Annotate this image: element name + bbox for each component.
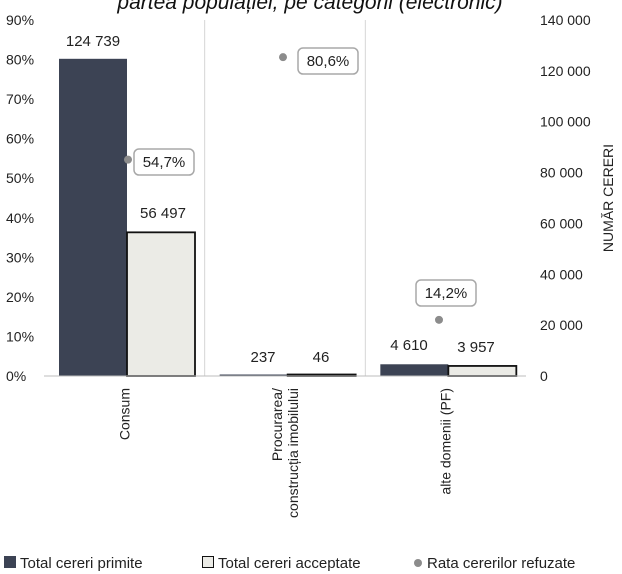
left-axis-tick-label: 50%	[6, 170, 34, 186]
rate-label-box	[133, 148, 195, 176]
legend-label: Total cereri acceptate	[218, 555, 361, 572]
bar-data-label: 56 497	[140, 205, 186, 222]
rate-label: 80,6%	[307, 53, 350, 70]
left-axis-tick-label: 70%	[6, 91, 34, 107]
right-axis-tick-label: 0	[540, 368, 548, 384]
right-axis-tick-label: 100 000	[540, 114, 591, 130]
chart-title: partea populației, pe categorii (electro…	[117, 0, 503, 14]
rate-label: 14,2%	[425, 285, 468, 302]
left-axis-tick-label: 90%	[6, 12, 34, 28]
bar-data-label: 237	[250, 349, 275, 366]
left-axis-tick-label: 30%	[6, 249, 34, 265]
bar-primite	[219, 374, 288, 376]
bar-data-label: 124 739	[66, 33, 120, 50]
left-axis-tick-label: 80%	[6, 52, 34, 68]
left-axis-tick-label: 0%	[6, 368, 26, 384]
bar-data-label: 3 957	[457, 339, 495, 356]
rate-point	[279, 53, 287, 62]
right-axis-title: NUMĂR CERERI	[600, 144, 616, 252]
chart-legend: Total cereri primite Total cereri accepta…	[4, 552, 620, 574]
legend-swatch	[202, 556, 214, 568]
bar-acceptate	[447, 365, 518, 377]
left-axis-tick-label: 20%	[6, 289, 34, 305]
bar-primite	[59, 58, 127, 376]
legend-item: Rata cererilor refuzate	[414, 555, 575, 572]
category-label-line: construcția imobilului	[285, 388, 301, 518]
rate-label-box	[297, 47, 359, 75]
rate-point	[124, 155, 132, 164]
bar-acceptate	[126, 231, 196, 377]
category-label: Procurarea/construcția imobilului	[269, 388, 301, 518]
right-axis-tick-label: 120 000	[540, 63, 591, 79]
right-axis-tick-label: 80 000	[540, 165, 583, 181]
rate-label: 54,7%	[143, 154, 186, 171]
legend-swatch	[4, 556, 16, 568]
category-label-line: Consum	[116, 388, 132, 440]
left-axis-tick-label: 40%	[6, 210, 34, 226]
category-label: Consum	[116, 388, 132, 440]
bar-data-label: 4 610	[390, 337, 428, 354]
legend-label: Rata cererilor refuzate	[427, 555, 576, 572]
category-label: alte domenii (PF)	[438, 388, 454, 495]
rate-label-box	[415, 279, 477, 307]
bar-primite	[380, 364, 449, 376]
category-label-line: Procurarea/	[269, 388, 285, 461]
left-axis-tick-label: 60%	[6, 131, 34, 147]
legend-marker-dot	[414, 559, 422, 567]
right-axis-tick-label: 60 000	[540, 215, 583, 231]
right-axis-tick-label: 20 000	[540, 317, 583, 333]
category-label-line: alte domenii (PF)	[438, 388, 454, 495]
right-axis-tick-label: 40 000	[540, 266, 583, 282]
left-axis-tick-label: 10%	[6, 328, 34, 344]
rate-point	[435, 315, 443, 324]
chart-plot: 0% 10% 20% 30% 40% 50% 60% 70% 80% 90% 0 20 000 40 0…	[6, 12, 616, 518]
right-axis-tick-label: 140 000	[540, 12, 591, 28]
legend-item: Total cereri acceptate	[202, 555, 361, 572]
legend-item: Total cereri primite	[4, 555, 143, 572]
bar-data-label: 46	[313, 349, 330, 366]
legend-label: Total cereri primite	[20, 555, 143, 572]
